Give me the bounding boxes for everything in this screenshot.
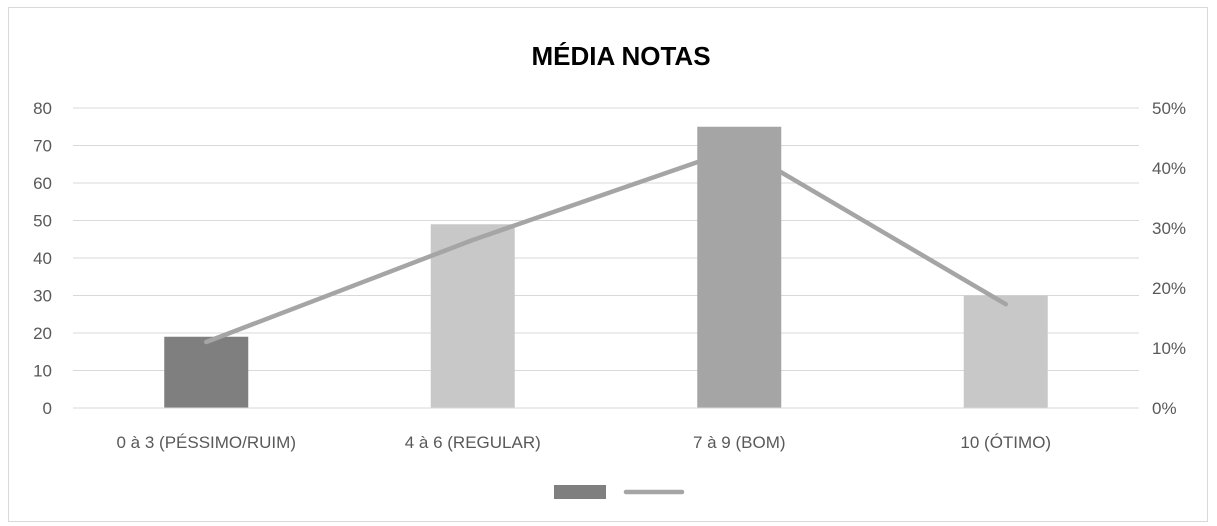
- bar: [164, 337, 248, 408]
- y-left-tick-label: 80: [33, 99, 52, 118]
- y-left-tick-label: 0: [43, 399, 52, 418]
- bar: [697, 127, 781, 408]
- y-right-tick-label: 10%: [1152, 339, 1186, 358]
- bar-series: [164, 127, 1048, 408]
- y-right-tick-label: 20%: [1152, 279, 1186, 298]
- x-axis: 0 à 3 (PÉSSIMO/RUIM) 4 à 6 (REGULAR) 7 à 9…: [73, 408, 1139, 452]
- legend: [554, 485, 682, 499]
- y-right-tick-label: 50%: [1152, 99, 1186, 118]
- y-axis-left: 0 10 20 30 40 50 60 70 80: [33, 99, 52, 418]
- legend-bar-swatch: [554, 485, 606, 499]
- y-axis-right: 0% 10% 20% 30% 40% 50%: [1152, 99, 1186, 418]
- y-left-tick-label: 30: [33, 287, 52, 306]
- y-left-tick-label: 20: [33, 324, 52, 343]
- y-right-tick-label: 40%: [1152, 159, 1186, 178]
- line-series: [206, 148, 1006, 343]
- chart: MÉDIA NOTAS 0 10 20 30 40 50 60 70 80 0% 10% 20% 30…: [9, 8, 1207, 521]
- x-tick-label: 4 à 6 (REGULAR): [405, 433, 541, 452]
- y-left-tick-label: 70: [33, 137, 52, 156]
- chart-title: MÉDIA NOTAS: [531, 41, 710, 71]
- y-left-tick-label: 60: [33, 174, 52, 193]
- y-left-tick-label: 40: [33, 249, 52, 268]
- series-line: [206, 148, 1006, 342]
- bar: [964, 296, 1048, 409]
- y-left-tick-label: 10: [33, 362, 52, 381]
- y-right-tick-label: 30%: [1152, 219, 1186, 238]
- chart-frame: MÉDIA NOTAS 0 10 20 30 40 50 60 70 80 0% 10% 20% 30…: [8, 7, 1208, 522]
- y-right-tick-label: 0%: [1152, 399, 1177, 418]
- x-tick-label: 7 à 9 (BOM): [693, 433, 786, 452]
- x-tick-label: 0 à 3 (PÉSSIMO/RUIM): [117, 433, 296, 452]
- x-tick-label: 10 (ÓTIMO): [960, 433, 1051, 452]
- y-left-tick-label: 50: [33, 212, 52, 231]
